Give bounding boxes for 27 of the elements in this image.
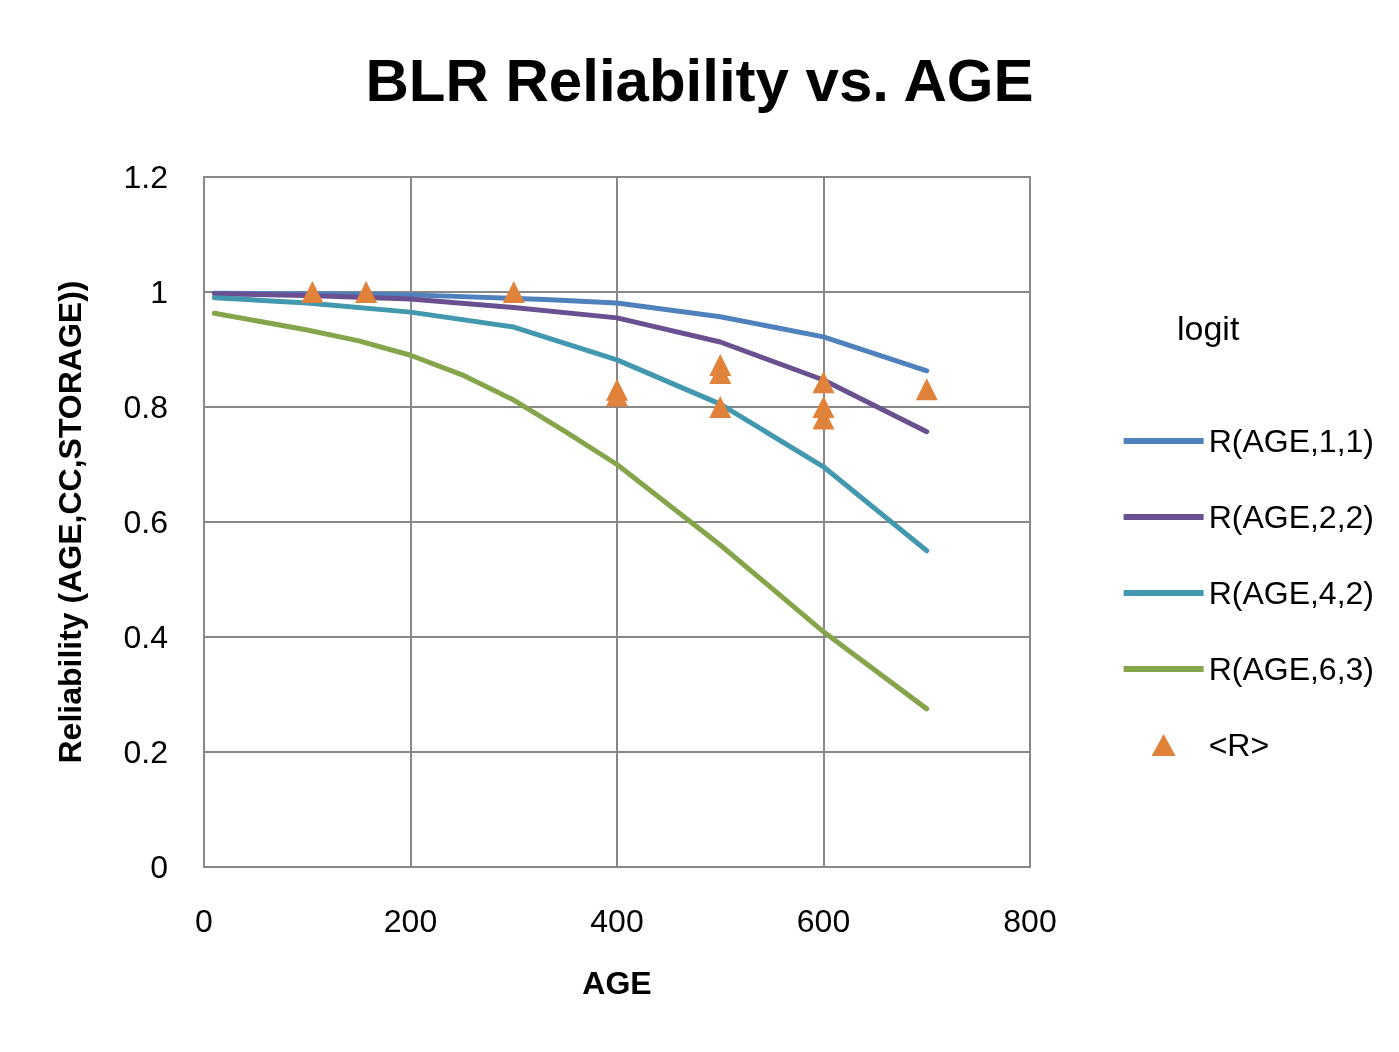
point [502,281,525,303]
x-tick-label: 600 [796,903,851,939]
y-tick-label: 0.4 [123,619,168,655]
y-tick-label: 0.8 [123,389,168,425]
x-tick-label: 800 [1003,903,1057,939]
point [812,371,835,394]
y-tick-label: 0.2 [123,734,168,770]
x-tick-label: 400 [590,903,644,939]
legend-label: R(AGE,4,2) [1208,575,1374,611]
legend-label: R(AGE,6,3) [1208,651,1374,687]
legend-label: <R> [1208,727,1270,763]
point [355,281,378,303]
y-axis-title: Reliability (AGE,CC,STORAGE)) [52,280,88,764]
y-tick-label: 0.6 [123,504,168,540]
legend-label: R(AGE,2,2) [1208,499,1374,535]
y-tick-label: 1.2 [123,159,168,195]
y-tick-label: 1 [150,274,168,310]
chart-title: BLR Reliability vs. AGE [365,46,1034,114]
point [915,378,938,401]
y-tick-label: 0 [150,849,168,885]
x-tick-label: 200 [383,903,438,939]
point [709,396,732,418]
x-tick-label: 0 [195,903,213,939]
legend-title: logit [1177,309,1240,347]
point [301,281,324,303]
legend-label: R(AGE,1,1) [1208,423,1374,459]
x-axis-title: AGE [582,965,652,1001]
